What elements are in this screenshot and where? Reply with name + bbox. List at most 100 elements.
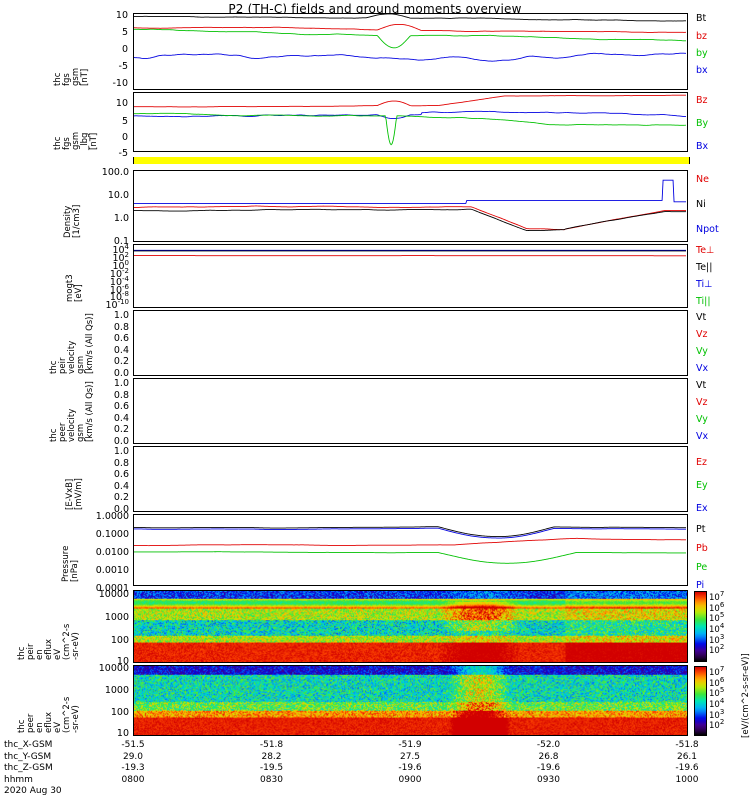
panel-peir-velocity-axis-title: thc peir velocity gsm [km/s (All Qs)] — [49, 313, 95, 374]
ytick-p10-2: 100 — [110, 707, 129, 718]
legend-p3-Ne: Ne — [696, 174, 709, 185]
ytick-p5ticks-1: 0.8 — [113, 321, 129, 333]
bottom-tick-x_gsm: -52.0 — [536, 740, 561, 750]
ytick-p2-1: 5 — [121, 116, 128, 127]
pressure-traces — [134, 526, 687, 564]
cb2ticks-label-4: 103 — [709, 707, 725, 721]
legend-p8-Pe: Pe — [696, 562, 708, 573]
legend-p7-Ex: Ex — [696, 503, 708, 514]
legend-p5-Vy: Vy — [696, 346, 708, 357]
row-label-y-gsm: thc_Y-GSM — [4, 751, 52, 762]
ytick-p6ticks-5: 0.0 — [113, 435, 129, 447]
legend-p7-Ey: Ey — [696, 480, 708, 491]
peir-spectrogram-canvas — [134, 591, 687, 662]
ytick-p1-2: 0 — [121, 44, 128, 55]
cb2ticks-label-5: 102 — [709, 718, 725, 732]
bottom-tick-y_gsm: 29.0 — [122, 751, 144, 762]
legend-p8-Pi: Pi — [696, 580, 705, 591]
panel-temperature — [133, 244, 688, 308]
bottom-tick-z_gsm: -19.3 — [121, 763, 145, 773]
cb1ticks-label-2: 105 — [709, 611, 725, 625]
ytick-p9-1: 1000 — [104, 612, 129, 623]
bottom-tick-hhmm: 0830 — [260, 774, 283, 785]
legend-p8-Pb: Pb — [696, 543, 708, 554]
bottom-tick-x_gsm: -51.8 — [675, 740, 699, 750]
panel-efield — [133, 446, 688, 512]
legend-p4-Ti-par: Ti|| — [696, 296, 711, 307]
legend-p1-Bt: Bt — [696, 13, 707, 24]
panel-fgs-gsm-lbg — [133, 92, 688, 152]
row-label-z-gsm: thc_Z-GSM — [4, 763, 53, 773]
ytick-p5ticks-4: 0.2 — [113, 356, 129, 367]
bottom-tick-z_gsm: -19.5 — [259, 763, 284, 773]
ytick-p4ticks-2: 100 — [112, 258, 129, 272]
bottom-tick-hhmm: 0900 — [398, 774, 422, 785]
row-label-hhmm: hhmm — [4, 774, 33, 785]
ytick-p2-0: 10 — [115, 98, 128, 109]
ytick-p1-0: 10 — [115, 10, 128, 21]
panel-fgs-gsm-axis-title: thc fgs gsm [nT] — [53, 67, 90, 86]
ytick-p10-1: 1000 — [104, 685, 129, 696]
ytick-p4ticks-4: 10-4 — [109, 274, 129, 288]
bottom-axis-row-labels: thc_X-GSM thc_Y-GSM thc_Z-GSM hhmm — [4, 740, 53, 786]
panel-fgs-gsm — [133, 13, 688, 90]
legend-p2-Bx: Bx — [696, 141, 709, 152]
legend-p3-Ni: Ni — [696, 199, 706, 210]
legend-p1-by: by — [696, 48, 708, 59]
fgs-gsm-lbg-traces — [134, 94, 687, 146]
bottom-tick-column-0900: -51.9 27.5 -19.6 0900 — [380, 740, 440, 786]
ytick-p8-0: 1.0000 — [95, 511, 129, 522]
cb1ticks-label-3: 104 — [709, 622, 725, 635]
peir-colorbar — [694, 591, 707, 662]
panel-temperature-axis-title: mogt3 [eV] — [65, 274, 84, 302]
ytick-p4ticks-0: 104 — [112, 243, 129, 257]
legend-p3-Npot: Npot — [696, 224, 719, 235]
cb1ticks-label-4: 103 — [709, 632, 725, 646]
cb2ticks-label-1: 106 — [709, 675, 725, 689]
ytick-p2-2: 0 — [121, 132, 128, 143]
ytick-p9-0: 10000 — [98, 589, 129, 600]
bottom-tick-hhmm: 0800 — [121, 774, 145, 785]
ytick-p7ticks-1: 0.8 — [113, 457, 129, 469]
legend-p1-bx: bx — [696, 65, 708, 76]
ytick-p7ticks-4: 0.2 — [113, 492, 129, 503]
panel-efield-axis-title: [E-VxB] [mV/m] — [65, 478, 84, 510]
ytick-p4ticks-1: 102 — [112, 250, 129, 265]
bottom-tick-y_gsm: 27.5 — [399, 751, 421, 762]
peer-spectrogram-canvas — [134, 666, 687, 735]
legend-p7-Ez: Ez — [696, 457, 707, 468]
ytick-p4ticks-5: 10-6 — [109, 282, 129, 296]
panel-density — [133, 170, 688, 242]
bottom-tick-z_gsm: -19.6 — [675, 763, 699, 773]
legend-p4-Te-par: Te|| — [696, 262, 713, 273]
ytick-p6ticks-4: 0.2 — [113, 424, 129, 435]
page-title: P2 (TH-C) fields and ground moments over… — [228, 2, 522, 16]
bottom-tick-z_gsm: -19.6 — [536, 763, 561, 773]
bottom-tick-column-0830: -51.8 28.2 -19.5 0830 — [242, 740, 302, 786]
bottom-tick-x_gsm: -51.5 — [121, 740, 145, 750]
ytick-p7ticks-0: 1.0 — [113, 446, 129, 457]
panel-peer-velocity-axis-title: thc peer velocity gsm [km/s (All Qs)] — [49, 381, 95, 442]
ytick-p6ticks-3: 0.4 — [113, 412, 129, 424]
cb2ticks-label-0: 107 — [709, 665, 725, 678]
ytick-p3-2: 1.0 — [113, 213, 129, 224]
ytick-p3-3: 0.1 — [113, 236, 129, 247]
bottom-tick-column-0930: -52.0 26.8 -19.6 0930 — [519, 740, 579, 786]
legend-p6-Vt: Vt — [696, 380, 707, 391]
bottom-tick-column-0800: -51.5 29.0 -19.3 0800 — [103, 740, 163, 786]
panel-peer-velocity — [133, 378, 688, 444]
cb2ticks-label-2: 105 — [709, 686, 725, 700]
legend-p5-Vz: Vz — [696, 329, 708, 340]
ytick-p1-1: 5 — [121, 27, 128, 38]
ytick-p1-3: -5 — [118, 61, 128, 72]
panel-peir-velocity — [133, 310, 688, 376]
bottom-tick-x_gsm: -51.8 — [259, 740, 284, 750]
ytick-p7ticks-5: 0.0 — [113, 503, 129, 515]
bottom-tick-hhmm: 1000 — [675, 774, 699, 785]
cb1ticks-label-1: 106 — [709, 600, 725, 614]
ytick-p3-0: 100.0 — [101, 167, 129, 178]
ytick-p6ticks-2: 0.6 — [113, 401, 129, 412]
ytick-p6ticks-0: 1.0 — [113, 378, 129, 389]
cb1ticks-label-5: 102 — [709, 643, 725, 657]
